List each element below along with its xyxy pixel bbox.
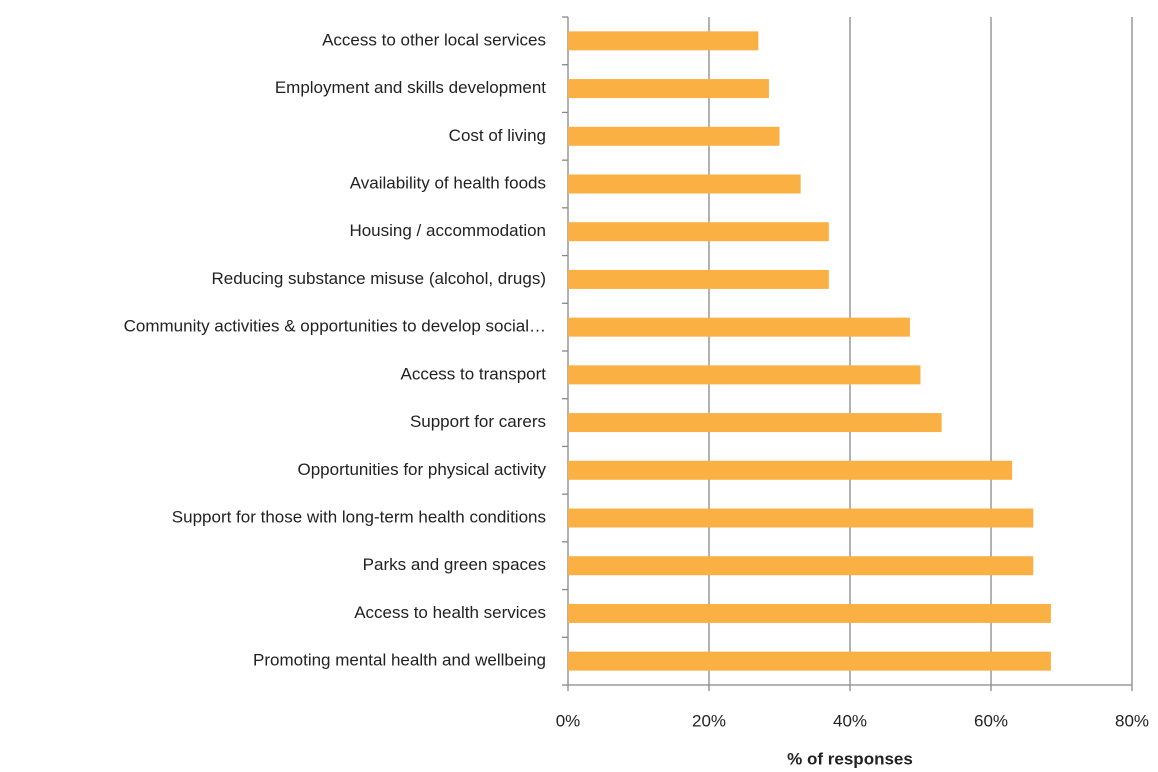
bar bbox=[568, 460, 1013, 480]
x-tick-label: 40% bbox=[833, 711, 867, 730]
y-tick-label: Access to transport bbox=[400, 364, 546, 383]
bar bbox=[568, 317, 910, 337]
y-tick-label: Support for carers bbox=[410, 412, 546, 431]
bar bbox=[568, 365, 921, 385]
y-tick-label: Support for those with long-term health … bbox=[172, 507, 546, 526]
bar bbox=[568, 222, 829, 242]
y-tick-label: Access to health services bbox=[354, 603, 546, 622]
y-tick-label: Availability of health foods bbox=[350, 173, 546, 192]
y-tick-label: Employment and skills development bbox=[275, 78, 546, 97]
bar bbox=[568, 651, 1051, 671]
y-tick-label: Access to other local services bbox=[322, 30, 546, 49]
bar bbox=[568, 174, 801, 194]
y-tick-label: Reducing substance misuse (alcohol, drug… bbox=[211, 269, 546, 288]
x-tick-label: 80% bbox=[1115, 711, 1149, 730]
y-tick-label: Parks and green spaces bbox=[363, 555, 546, 574]
y-tick-label: Cost of living bbox=[449, 126, 546, 145]
y-tick-label: Community activities & opportunities to … bbox=[124, 317, 546, 336]
x-tick-label: 0% bbox=[556, 711, 581, 730]
bar bbox=[568, 413, 942, 433]
y-tick-label: Promoting mental health and wellbeing bbox=[253, 651, 546, 670]
bar bbox=[568, 603, 1051, 623]
bar bbox=[568, 31, 759, 51]
bar bbox=[568, 508, 1034, 528]
x-tick-label: 60% bbox=[974, 711, 1008, 730]
x-axis-title: % of responses bbox=[787, 749, 913, 768]
bar bbox=[568, 269, 829, 289]
bar bbox=[568, 556, 1034, 576]
x-tick-label: 20% bbox=[692, 711, 726, 730]
y-tick-label: Housing / accommodation bbox=[349, 221, 546, 240]
y-tick-label: Opportunities for physical activity bbox=[298, 460, 547, 479]
bar bbox=[568, 126, 780, 146]
bar bbox=[568, 79, 769, 99]
